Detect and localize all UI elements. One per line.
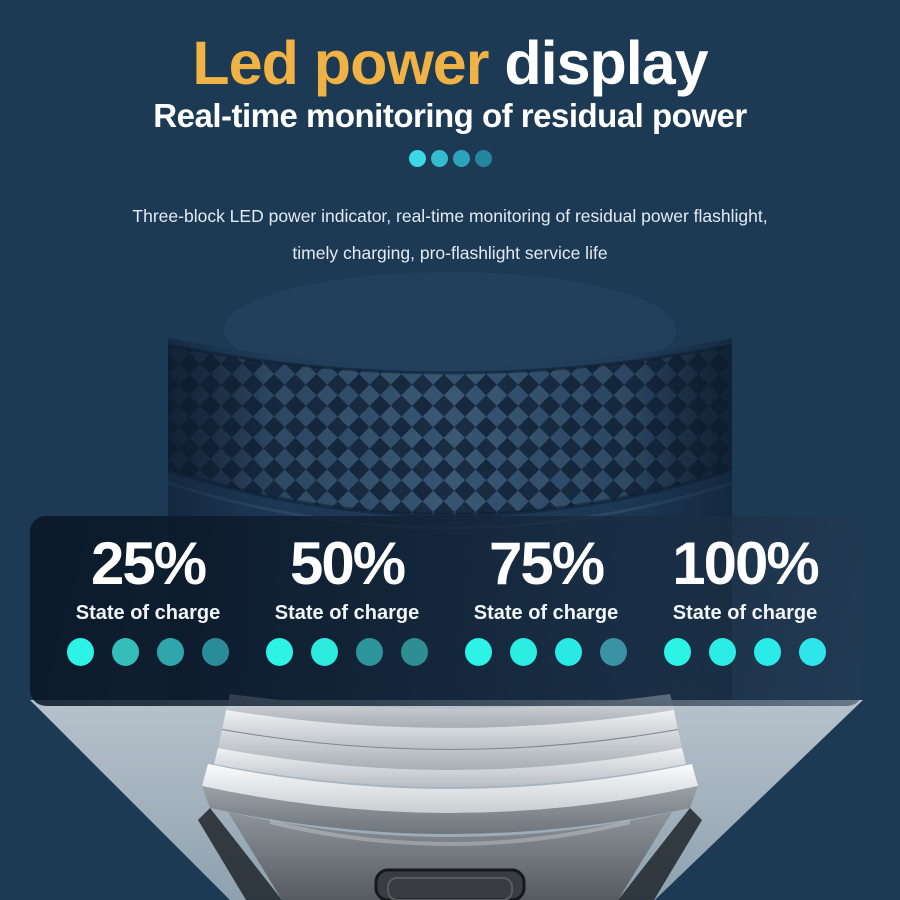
charge-dot-icon	[465, 638, 492, 666]
title-highlight: Led power	[192, 29, 489, 97]
page-title: Led power display	[0, 30, 900, 96]
charge-dot-icon	[600, 638, 627, 666]
charge-state-50: 50% State of charge	[266, 529, 428, 666]
charge-panel: 25% State of charge 50% State of charge …	[30, 516, 863, 706]
description-text: Three-block LED power indicator, real-ti…	[0, 198, 900, 272]
charge-dot-icon	[202, 638, 229, 666]
charge-dot-icon	[664, 638, 691, 666]
charge-dots	[465, 638, 627, 666]
charge-dot-icon	[510, 638, 537, 666]
progress-dot-icon	[474, 150, 492, 167]
charge-state-75: 75% State of charge	[465, 529, 627, 666]
description-line-1: Three-block LED power indicator, real-ti…	[132, 206, 768, 226]
charge-state-25: 25% State of charge	[67, 529, 229, 666]
charge-label: State of charge	[473, 602, 619, 624]
charge-dots	[664, 638, 826, 666]
charge-label: State of charge	[75, 602, 221, 624]
charge-dot-icon	[709, 638, 736, 666]
charge-dot-icon	[754, 638, 781, 666]
charge-dot-icon	[67, 638, 94, 666]
charge-dot-icon	[311, 638, 338, 666]
charge-dot-icon	[266, 638, 293, 666]
flashlight-head-image	[198, 694, 702, 900]
charge-dot-icon	[356, 638, 383, 666]
charge-label: State of charge	[274, 602, 420, 624]
title-rest: display	[488, 29, 708, 97]
charge-dot-icon	[555, 638, 582, 666]
progress-dot-icon	[452, 150, 470, 167]
charge-percent: 25%	[90, 530, 207, 597]
charge-dot-icon	[401, 638, 428, 666]
charge-dot-icon	[157, 638, 184, 666]
charge-state-100: 100% State of charge	[664, 529, 826, 666]
page-subtitle: Real-time monitoring of residual power	[153, 97, 747, 134]
charge-label: State of charge	[672, 602, 818, 624]
charge-dots	[266, 638, 428, 666]
progress-dot-icon	[430, 150, 448, 167]
charge-percent: 100%	[672, 530, 819, 597]
charge-percent: 75%	[488, 530, 605, 597]
charge-dot-icon	[799, 638, 826, 666]
description-line-2: timely charging, pro-flashlight service …	[292, 243, 608, 263]
charge-dot-icon	[112, 638, 139, 666]
header-progress-dots	[0, 150, 900, 167]
progress-dot-icon	[408, 150, 426, 167]
charge-dots	[67, 638, 229, 666]
charge-percent: 50%	[289, 530, 406, 597]
